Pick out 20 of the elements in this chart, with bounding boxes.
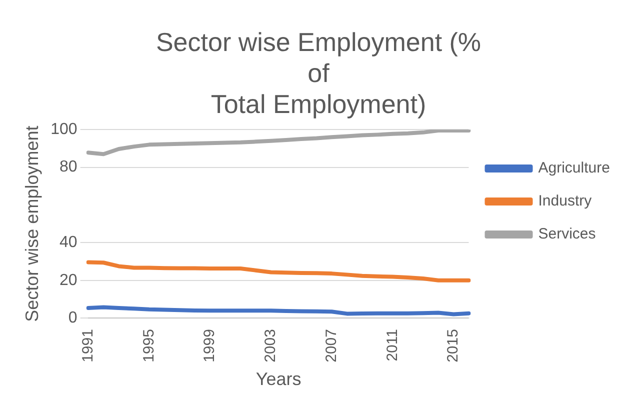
x-tick-label: 1999 — [201, 329, 218, 362]
text: Total Employment) — [210, 89, 426, 120]
y-tick-label: 40 — [60, 234, 78, 252]
x-tick-label: 2015 — [444, 329, 462, 362]
legend-label: Services — [538, 226, 596, 243]
y-axis-title: Sector wise employment — [22, 126, 42, 322]
x-tick-label: 2003 — [262, 329, 280, 362]
x-tick-label: 2007 — [322, 329, 340, 362]
y-tick-label: 20 — [60, 272, 78, 289]
y-tick-label: 80 — [60, 158, 78, 176]
text: of — [308, 58, 330, 88]
x-tick-label: 1995 — [140, 329, 158, 362]
y-tick-label: 100 — [50, 121, 78, 138]
x-axis-title: Years — [256, 369, 302, 390]
text: Sector wise Employment (% — [156, 26, 482, 57]
y-tick-label: 0 — [68, 309, 78, 326]
x-tick-label: 2011 — [384, 329, 401, 362]
legend-label: Industry — [538, 192, 592, 210]
x-tick-label: 1991 — [79, 329, 96, 362]
legend-label: Agriculture — [538, 160, 610, 177]
